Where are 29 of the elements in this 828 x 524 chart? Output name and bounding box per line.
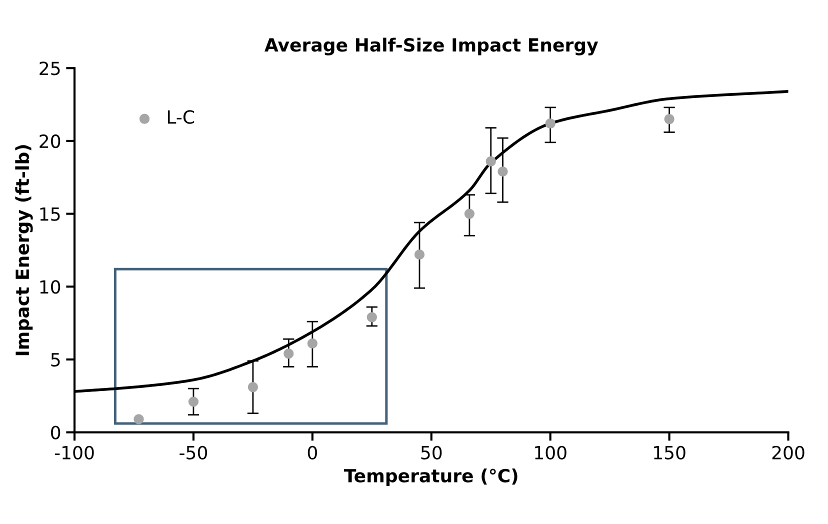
point — [284, 348, 294, 359]
x-tick-label: 50 — [421, 446, 442, 460]
point — [188, 396, 199, 407]
legend-label: L-C — [168, 110, 194, 124]
point — [366, 312, 377, 322]
point — [486, 156, 496, 166]
y-tick-label: 15 — [40, 207, 60, 221]
x-tick-label: -100 — [54, 446, 94, 460]
point — [134, 414, 144, 424]
x-tick-label: 150 — [654, 446, 686, 460]
x-tick-label: 200 — [772, 446, 804, 460]
point — [248, 382, 258, 392]
y-tick-label: 25 — [40, 62, 60, 76]
point — [545, 118, 556, 129]
y-tick-label: 0 — [51, 426, 60, 440]
x-tick-label: 100 — [535, 446, 566, 460]
point — [498, 166, 508, 177]
chart-title: Average Half-Size Impact Energy — [264, 38, 598, 56]
point — [664, 114, 674, 124]
point — [414, 249, 425, 260]
x-tick-label: 0 — [308, 446, 317, 460]
x-axis-title: Temperature (°C) — [344, 468, 518, 486]
y-axis-title: Impact Energy (ft-lb) — [15, 145, 33, 356]
point — [307, 338, 318, 349]
point — [464, 208, 475, 219]
y-tick-label: 10 — [40, 280, 60, 294]
y-tick-label: 20 — [40, 134, 60, 148]
x-tick-label: -50 — [180, 446, 208, 460]
y-tick-label: 5 — [51, 353, 60, 367]
